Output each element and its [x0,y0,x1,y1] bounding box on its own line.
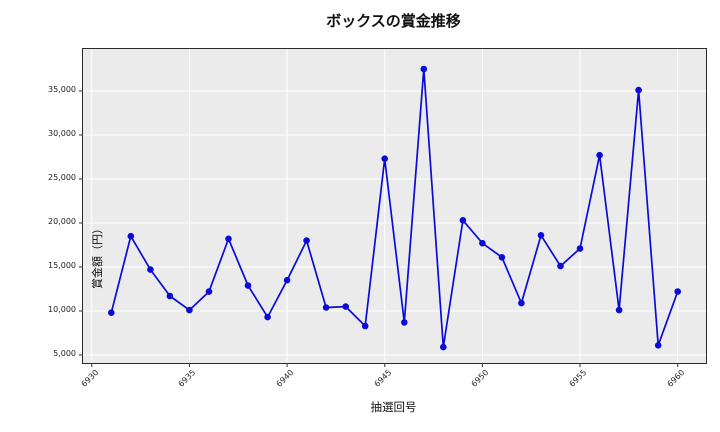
data-line [110,68,679,348]
plot-area: 賞金額（円） [79,48,707,367]
y-tick-label: 10,000 [48,305,76,315]
data-point [186,306,193,314]
x-tick-label: 6955 [567,368,589,389]
data-point [596,151,603,159]
line-chart-svg [79,49,706,367]
data-point [576,245,584,252]
data-point [440,343,447,351]
data-point [518,299,525,307]
data-point [303,237,310,244]
data-point [635,86,642,94]
data-point [557,262,564,270]
data-point [225,235,232,243]
data-point [420,65,428,73]
data-point [479,239,486,247]
data-point [205,288,213,295]
y-tick-label: 35,000 [48,85,76,95]
data-point [244,282,252,289]
data-point [264,313,271,321]
data-point [381,155,389,162]
data-point [361,322,369,330]
x-tick-label: 6950 [469,368,491,389]
data-point [615,306,623,314]
data-point [147,266,154,273]
data-point [654,342,662,349]
data-point [342,303,350,310]
y-tick-label: 5,000 [53,349,76,359]
x-tick-label: 6940 [274,368,296,389]
data-point [127,232,135,240]
data-point [459,217,467,224]
y-tick-label: 25,000 [48,173,76,183]
x-tick-label: 6945 [372,368,394,389]
y-tick-label: 30,000 [48,129,76,139]
x-axis-label: 抽選回号 [370,400,417,414]
chart-title: ボックスの賞金推移 [326,12,461,30]
x-tick-label: 6935 [177,368,198,389]
y-tick-label: 20,000 [48,217,76,227]
data-point [674,288,681,295]
data-point [537,232,545,239]
x-tick-label: 6930 [79,368,101,389]
data-point [108,309,115,317]
x-tick-label: 6960 [665,368,687,389]
data-point [401,319,408,326]
data-point [283,276,291,284]
y-tick-label: 15,000 [48,261,76,271]
data-point [166,292,174,300]
data-point [498,254,506,261]
data-point [322,304,330,311]
y-axis-label: 賞金額（円） [91,223,104,289]
